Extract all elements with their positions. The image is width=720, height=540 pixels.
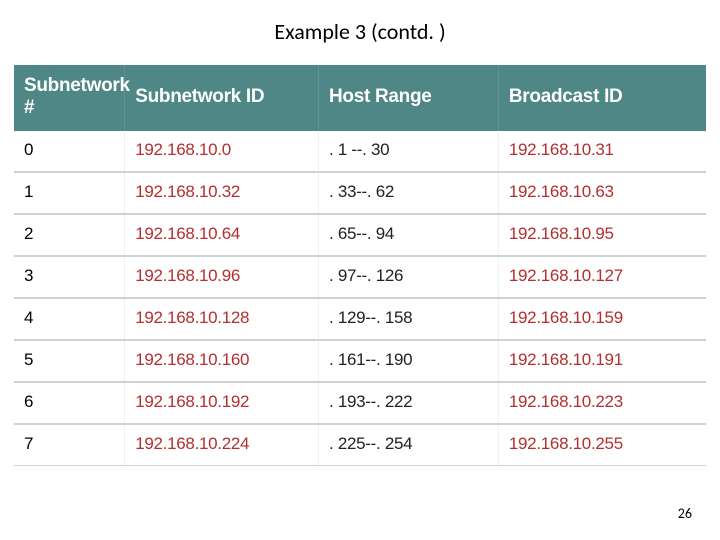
cell-idx: 0: [14, 131, 125, 172]
cell-subnet-id: 192.168.10.224: [125, 424, 319, 466]
cell-subnet-id: 192.168.10.96: [125, 256, 319, 298]
table-row: 7 192.168.10.224 . 225--. 254 192.168.10…: [14, 424, 706, 466]
cell-subnet-id: 192.168.10.192: [125, 382, 319, 424]
cell-subnet-id: 192.168.10.64: [125, 214, 319, 256]
cell-subnet-id: 192.168.10.160: [125, 340, 319, 382]
cell-broadcast: 192.168.10.127: [498, 256, 706, 298]
cell-host-range: . 65--. 94: [318, 214, 498, 256]
cell-broadcast: 192.168.10.95: [498, 214, 706, 256]
cell-idx: 6: [14, 382, 125, 424]
table-row: 2 192.168.10.64 . 65--. 94 192.168.10.95: [14, 214, 706, 256]
page-number: 26: [678, 505, 692, 522]
cell-broadcast: 192.168.10.223: [498, 382, 706, 424]
col-host-range: Host Range: [318, 65, 498, 131]
table-row: 0 192.168.10.0 . 1 --. 30 192.168.10.31: [14, 131, 706, 172]
table-header-row: Subnetwork # Subnetwork ID Host Range Br…: [14, 65, 706, 131]
cell-idx: 7: [14, 424, 125, 466]
cell-host-range: . 193--. 222: [318, 382, 498, 424]
cell-idx: 4: [14, 298, 125, 340]
cell-host-range: . 225--. 254: [318, 424, 498, 466]
cell-host-range: . 161--. 190: [318, 340, 498, 382]
cell-subnet-id: 192.168.10.128: [125, 298, 319, 340]
cell-broadcast: 192.168.10.63: [498, 172, 706, 214]
cell-idx: 3: [14, 256, 125, 298]
cell-broadcast: 192.168.10.31: [498, 131, 706, 172]
cell-idx: 5: [14, 340, 125, 382]
cell-subnet-id: 192.168.10.0: [125, 131, 319, 172]
col-subnet-num: Subnetwork #: [14, 65, 125, 131]
cell-broadcast: 192.168.10.159: [498, 298, 706, 340]
cell-broadcast: 192.168.10.191: [498, 340, 706, 382]
table-row: 6 192.168.10.192 . 193--. 222 192.168.10…: [14, 382, 706, 424]
subnet-table-wrap: Subnetwork # Subnetwork ID Host Range Br…: [14, 65, 706, 466]
table-row: 5 192.168.10.160 . 161--. 190 192.168.10…: [14, 340, 706, 382]
slide: Example 3 (contd. ) Subnetwork # Subnetw…: [0, 0, 720, 540]
cell-host-range: . 97--. 126: [318, 256, 498, 298]
table-row: 3 192.168.10.96 . 97--. 126 192.168.10.1…: [14, 256, 706, 298]
cell-idx: 2: [14, 214, 125, 256]
table-row: 1 192.168.10.32 . 33--. 62 192.168.10.63: [14, 172, 706, 214]
cell-subnet-id: 192.168.10.32: [125, 172, 319, 214]
slide-title: Example 3 (contd. ): [0, 18, 720, 45]
table-row: 4 192.168.10.128 . 129--. 158 192.168.10…: [14, 298, 706, 340]
cell-host-range: . 33--. 62: [318, 172, 498, 214]
subnet-table: Subnetwork # Subnetwork ID Host Range Br…: [14, 65, 706, 466]
col-broadcast-id: Broadcast ID: [498, 65, 706, 131]
cell-host-range: . 129--. 158: [318, 298, 498, 340]
col-subnet-id: Subnetwork ID: [125, 65, 319, 131]
cell-host-range: . 1 --. 30: [318, 131, 498, 172]
cell-broadcast: 192.168.10.255: [498, 424, 706, 466]
cell-idx: 1: [14, 172, 125, 214]
